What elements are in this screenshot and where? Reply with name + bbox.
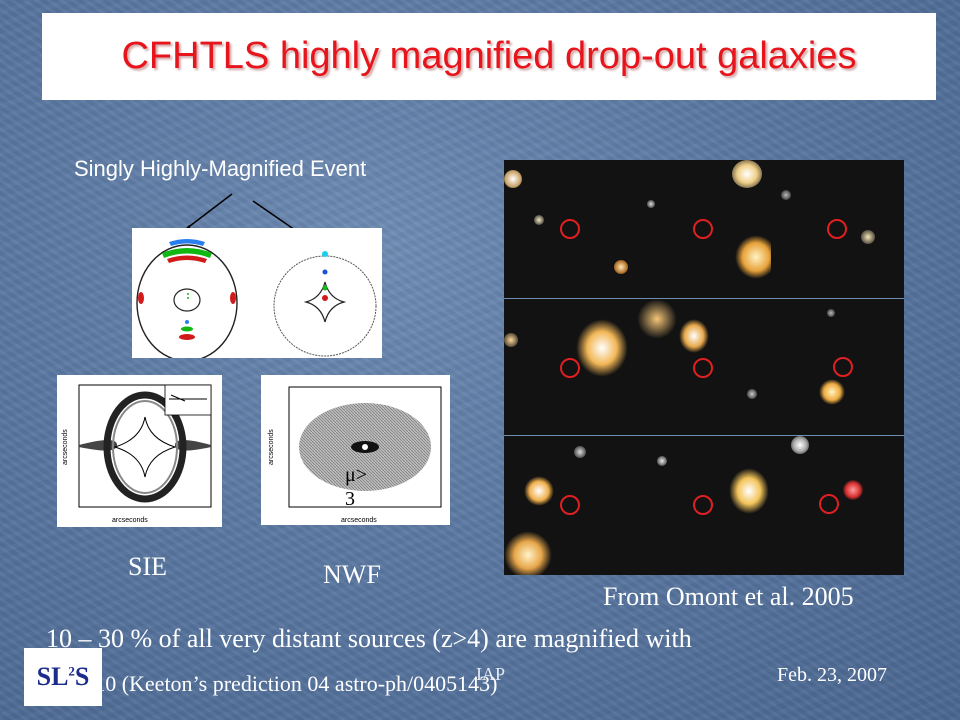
target-ring — [833, 357, 853, 377]
sie-plot: arcseconds arcseconds — [57, 375, 222, 527]
image-left-red — [138, 292, 144, 304]
target-ring — [560, 219, 580, 239]
credit-text: From Omont et al. 2005 — [603, 582, 854, 611]
slide-title: CFHTLS highly magnified drop-out galaxie… — [121, 35, 857, 77]
photo-cell-4 — [504, 299, 637, 436]
logo-text: SL2S — [36, 662, 90, 691]
caustic-diagram-svg — [136, 239, 377, 362]
sie-plot-svg: arcseconds arcseconds — [62, 384, 212, 524]
target-ring — [560, 358, 580, 378]
photo-cell-8 — [637, 436, 771, 575]
image-arc-red — [167, 255, 207, 263]
arrow-left — [185, 193, 233, 230]
image-bottom-green — [181, 326, 193, 332]
nwf-image-blue — [322, 269, 328, 275]
target-ring — [693, 495, 713, 515]
body-line-2: μ>10 (Keeton’s prediction 04 astro-ph/04… — [70, 671, 498, 696]
nwf-x-axis-label: arcseconds — [341, 517, 377, 524]
target-ring — [693, 219, 713, 239]
nwf-plot-svg: arcseconds arcseconds — [268, 386, 442, 524]
photo-cell-1 — [504, 160, 637, 299]
target-ring — [819, 494, 839, 514]
astroid-caustic — [303, 281, 347, 323]
nwf-plot: arcseconds arcseconds μ> 3 — [261, 375, 450, 525]
target-ring — [827, 219, 847, 239]
nwf-y-axis-label: arcseconds — [268, 429, 275, 465]
sl2s-logo: SL2S — [24, 648, 102, 706]
inner-caustic-sie — [173, 288, 201, 312]
footer-date: Feb. 23, 2007 — [777, 664, 887, 686]
body-line-1: 10 – 30 % of all very distant sources (z… — [46, 624, 692, 653]
photo-cell-6 — [771, 299, 904, 436]
photo-cell-2 — [637, 160, 771, 299]
sie-y-axis-label: arcseconds — [62, 429, 69, 465]
event-label: Singly Highly-Magnified Event — [74, 156, 367, 181]
image-right-red — [230, 292, 236, 304]
photo-cell-7 — [504, 436, 637, 575]
nwf-label: NWF — [323, 560, 381, 589]
caustic-diagram — [132, 228, 382, 362]
image-bottom-blue — [185, 320, 189, 324]
image-arc-green — [162, 248, 212, 258]
photo-cell-5 — [637, 299, 771, 436]
critical-curve-sie — [136, 244, 238, 362]
nwf-image-red — [322, 295, 328, 301]
sie-label: SIE — [128, 552, 167, 581]
nwf-image-cyan — [322, 251, 328, 257]
image-arc-blue — [169, 239, 205, 246]
mu-label-line-2: 3 — [345, 488, 355, 510]
sie-x-axis-label: arcseconds — [112, 517, 148, 524]
title-box: CFHTLS highly magnified drop-out galaxie… — [42, 13, 936, 100]
image-bottom-red — [179, 334, 195, 340]
target-ring — [560, 495, 580, 515]
photo-cell-3 — [771, 160, 904, 299]
nwf-image-green — [322, 285, 328, 291]
photo-cell-9 — [771, 436, 904, 575]
target-ring — [693, 358, 713, 378]
galaxy-photo-mosaic — [504, 160, 904, 575]
mu-label-line-1: μ> — [345, 464, 368, 486]
footer-center: IAP — [476, 664, 506, 684]
